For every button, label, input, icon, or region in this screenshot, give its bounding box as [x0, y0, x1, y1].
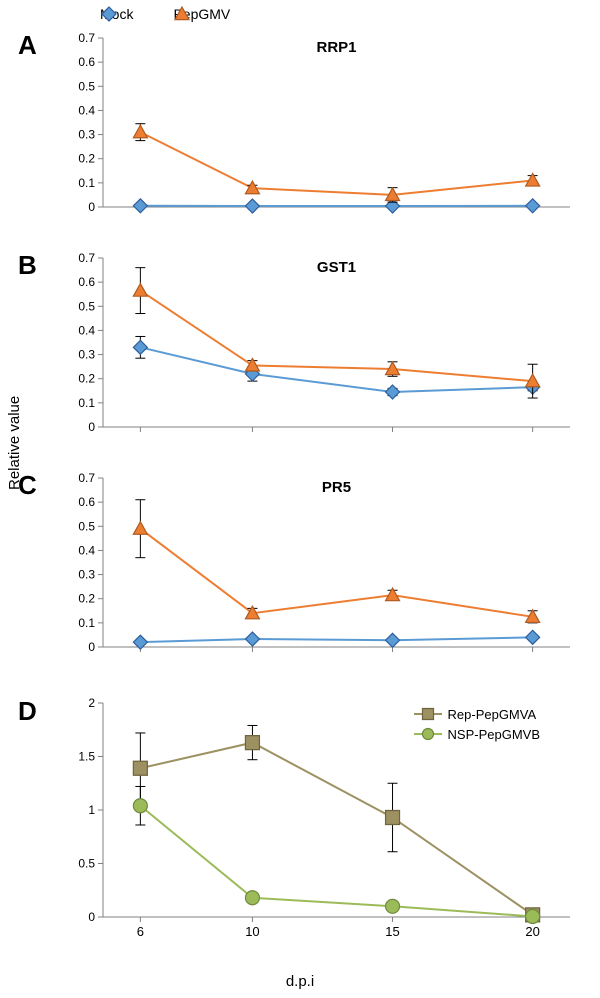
svg-text:0.5: 0.5	[78, 79, 95, 93]
svg-text:0.5: 0.5	[78, 519, 95, 533]
svg-text:0.5: 0.5	[78, 299, 95, 313]
svg-text:0.2: 0.2	[78, 372, 95, 386]
svg-text:2: 2	[88, 696, 95, 710]
svg-text:0.7: 0.7	[78, 471, 95, 485]
x-axis-label: d.p.i	[286, 973, 314, 990]
legend-d: Rep-PepGMVA NSP-PepGMVB	[414, 706, 540, 746]
svg-text:0.7: 0.7	[78, 251, 95, 265]
svg-text:0: 0	[88, 640, 95, 654]
legend-item: PepGMV	[173, 6, 230, 22]
svg-text:0.2: 0.2	[78, 592, 95, 606]
legend-item: NSP-PepGMVB	[414, 726, 540, 742]
panel-label-D: D	[18, 696, 37, 727]
svg-text:0.6: 0.6	[78, 55, 95, 69]
svg-text:0.3: 0.3	[78, 128, 95, 142]
svg-text:0.4: 0.4	[78, 103, 95, 117]
chart-title: GST1	[317, 259, 356, 276]
svg-text:1: 1	[88, 803, 95, 817]
figure: MockPepGMV Relative value d.p.i A00.10.2…	[0, 0, 600, 998]
chart-A: 0 0.1 0.2 0.3 0.4 0.5 0.6 0.7 RRP1	[75, 30, 580, 215]
svg-text:1.5: 1.5	[78, 750, 95, 764]
chart-C: 0 0.1 0.2 0.3 0.4 0.5 0.6 0.7 PR5	[75, 470, 580, 655]
panel-label-C: C	[18, 470, 37, 501]
svg-text:0.1: 0.1	[78, 396, 95, 410]
svg-text:0.6: 0.6	[78, 275, 95, 289]
legend-top: Mock PepGMV	[100, 6, 230, 22]
svg-text:0: 0	[88, 910, 95, 924]
panel-label-A: A	[18, 30, 37, 61]
svg-text:0.4: 0.4	[78, 323, 95, 337]
svg-text:0.2: 0.2	[78, 152, 95, 166]
svg-text:0.1: 0.1	[78, 176, 95, 190]
svg-text:20: 20	[525, 924, 539, 939]
svg-text:0.6: 0.6	[78, 495, 95, 509]
legend-item: Rep-PepGMVA	[414, 706, 540, 722]
chart-title: PR5	[322, 479, 351, 496]
svg-text:10: 10	[245, 924, 259, 939]
legend-item: Mock	[100, 6, 133, 22]
panel-label-B: B	[18, 250, 37, 281]
legend-label: NSP-PepGMVB	[448, 727, 540, 742]
svg-text:0: 0	[88, 420, 95, 434]
legend-label: Rep-PepGMVA	[448, 707, 537, 722]
chart-title: RRP1	[316, 39, 356, 56]
svg-text:0.4: 0.4	[78, 543, 95, 557]
svg-text:0.7: 0.7	[78, 31, 95, 45]
svg-text:0: 0	[88, 200, 95, 214]
chart-B: 0 0.1 0.2 0.3 0.4 0.5 0.6 0.7 GST1	[75, 250, 580, 435]
svg-text:6: 6	[137, 924, 144, 939]
svg-text:0.3: 0.3	[78, 568, 95, 582]
svg-text:0.5: 0.5	[78, 857, 95, 871]
svg-text:15: 15	[385, 924, 399, 939]
svg-text:0.1: 0.1	[78, 616, 95, 630]
svg-text:0.3: 0.3	[78, 348, 95, 362]
